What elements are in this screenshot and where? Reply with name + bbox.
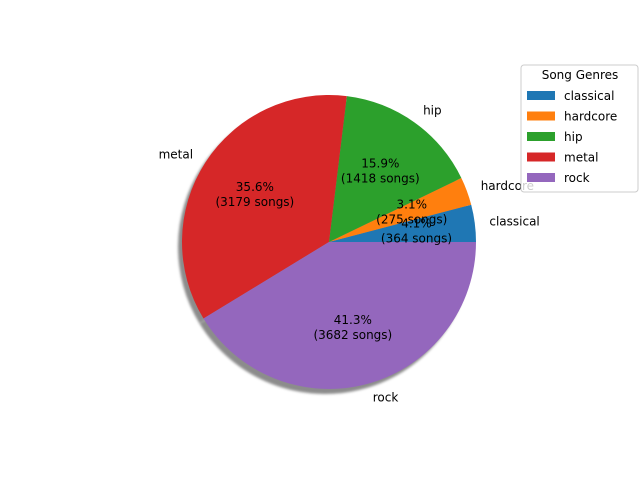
legend-swatch-classical [527, 91, 555, 100]
legend-label-classical: classical [564, 89, 614, 103]
pie-wedges [181, 94, 477, 390]
wedge-hardcore[interactable] [329, 178, 472, 242]
legend-swatch-hardcore [527, 111, 555, 121]
legend-label-hardcore: hardcore [564, 110, 617, 124]
wedge-hip[interactable] [329, 96, 462, 242]
slice-count-hardcore: (275 songs) [376, 212, 447, 226]
wedge-rock[interactable] [203, 242, 477, 390]
wedge-metal[interactable] [181, 94, 347, 319]
slice-count-classical: (364 songs) [381, 232, 452, 246]
slice-count-hip: (1418 songs) [341, 171, 420, 185]
legend: Song Genres classical hardcore hip metal roc… [520, 64, 639, 193]
slice-percent-classical: 4.1% [401, 217, 432, 231]
legend-label-metal: metal [564, 151, 598, 165]
slice-label-classical: classical [489, 214, 539, 228]
slice-percent-hip: 15.9% [361, 156, 399, 170]
slice-percent-metal: 35.6% [236, 180, 274, 194]
slice-percent-rock: 41.3% [334, 313, 372, 327]
slice-label-rock: rock [373, 391, 399, 405]
legend-title: Song Genres [542, 68, 619, 82]
legend-label-rock: rock [564, 171, 590, 185]
legend-swatch-hip [527, 132, 555, 141]
legend-swatch-rock [527, 173, 555, 182]
slice-label-hip: hip [423, 104, 442, 118]
wedge-classical[interactable] [329, 204, 476, 242]
slice-label-metal: metal [159, 147, 193, 161]
slice-count-metal: (3179 songs) [215, 195, 294, 209]
legend-swatch-metal [527, 152, 555, 162]
legend-label-hip: hip [564, 130, 583, 144]
slice-percent-hardcore: 3.1% [397, 197, 428, 211]
slice-count-rock: (3682 songs) [313, 328, 392, 342]
